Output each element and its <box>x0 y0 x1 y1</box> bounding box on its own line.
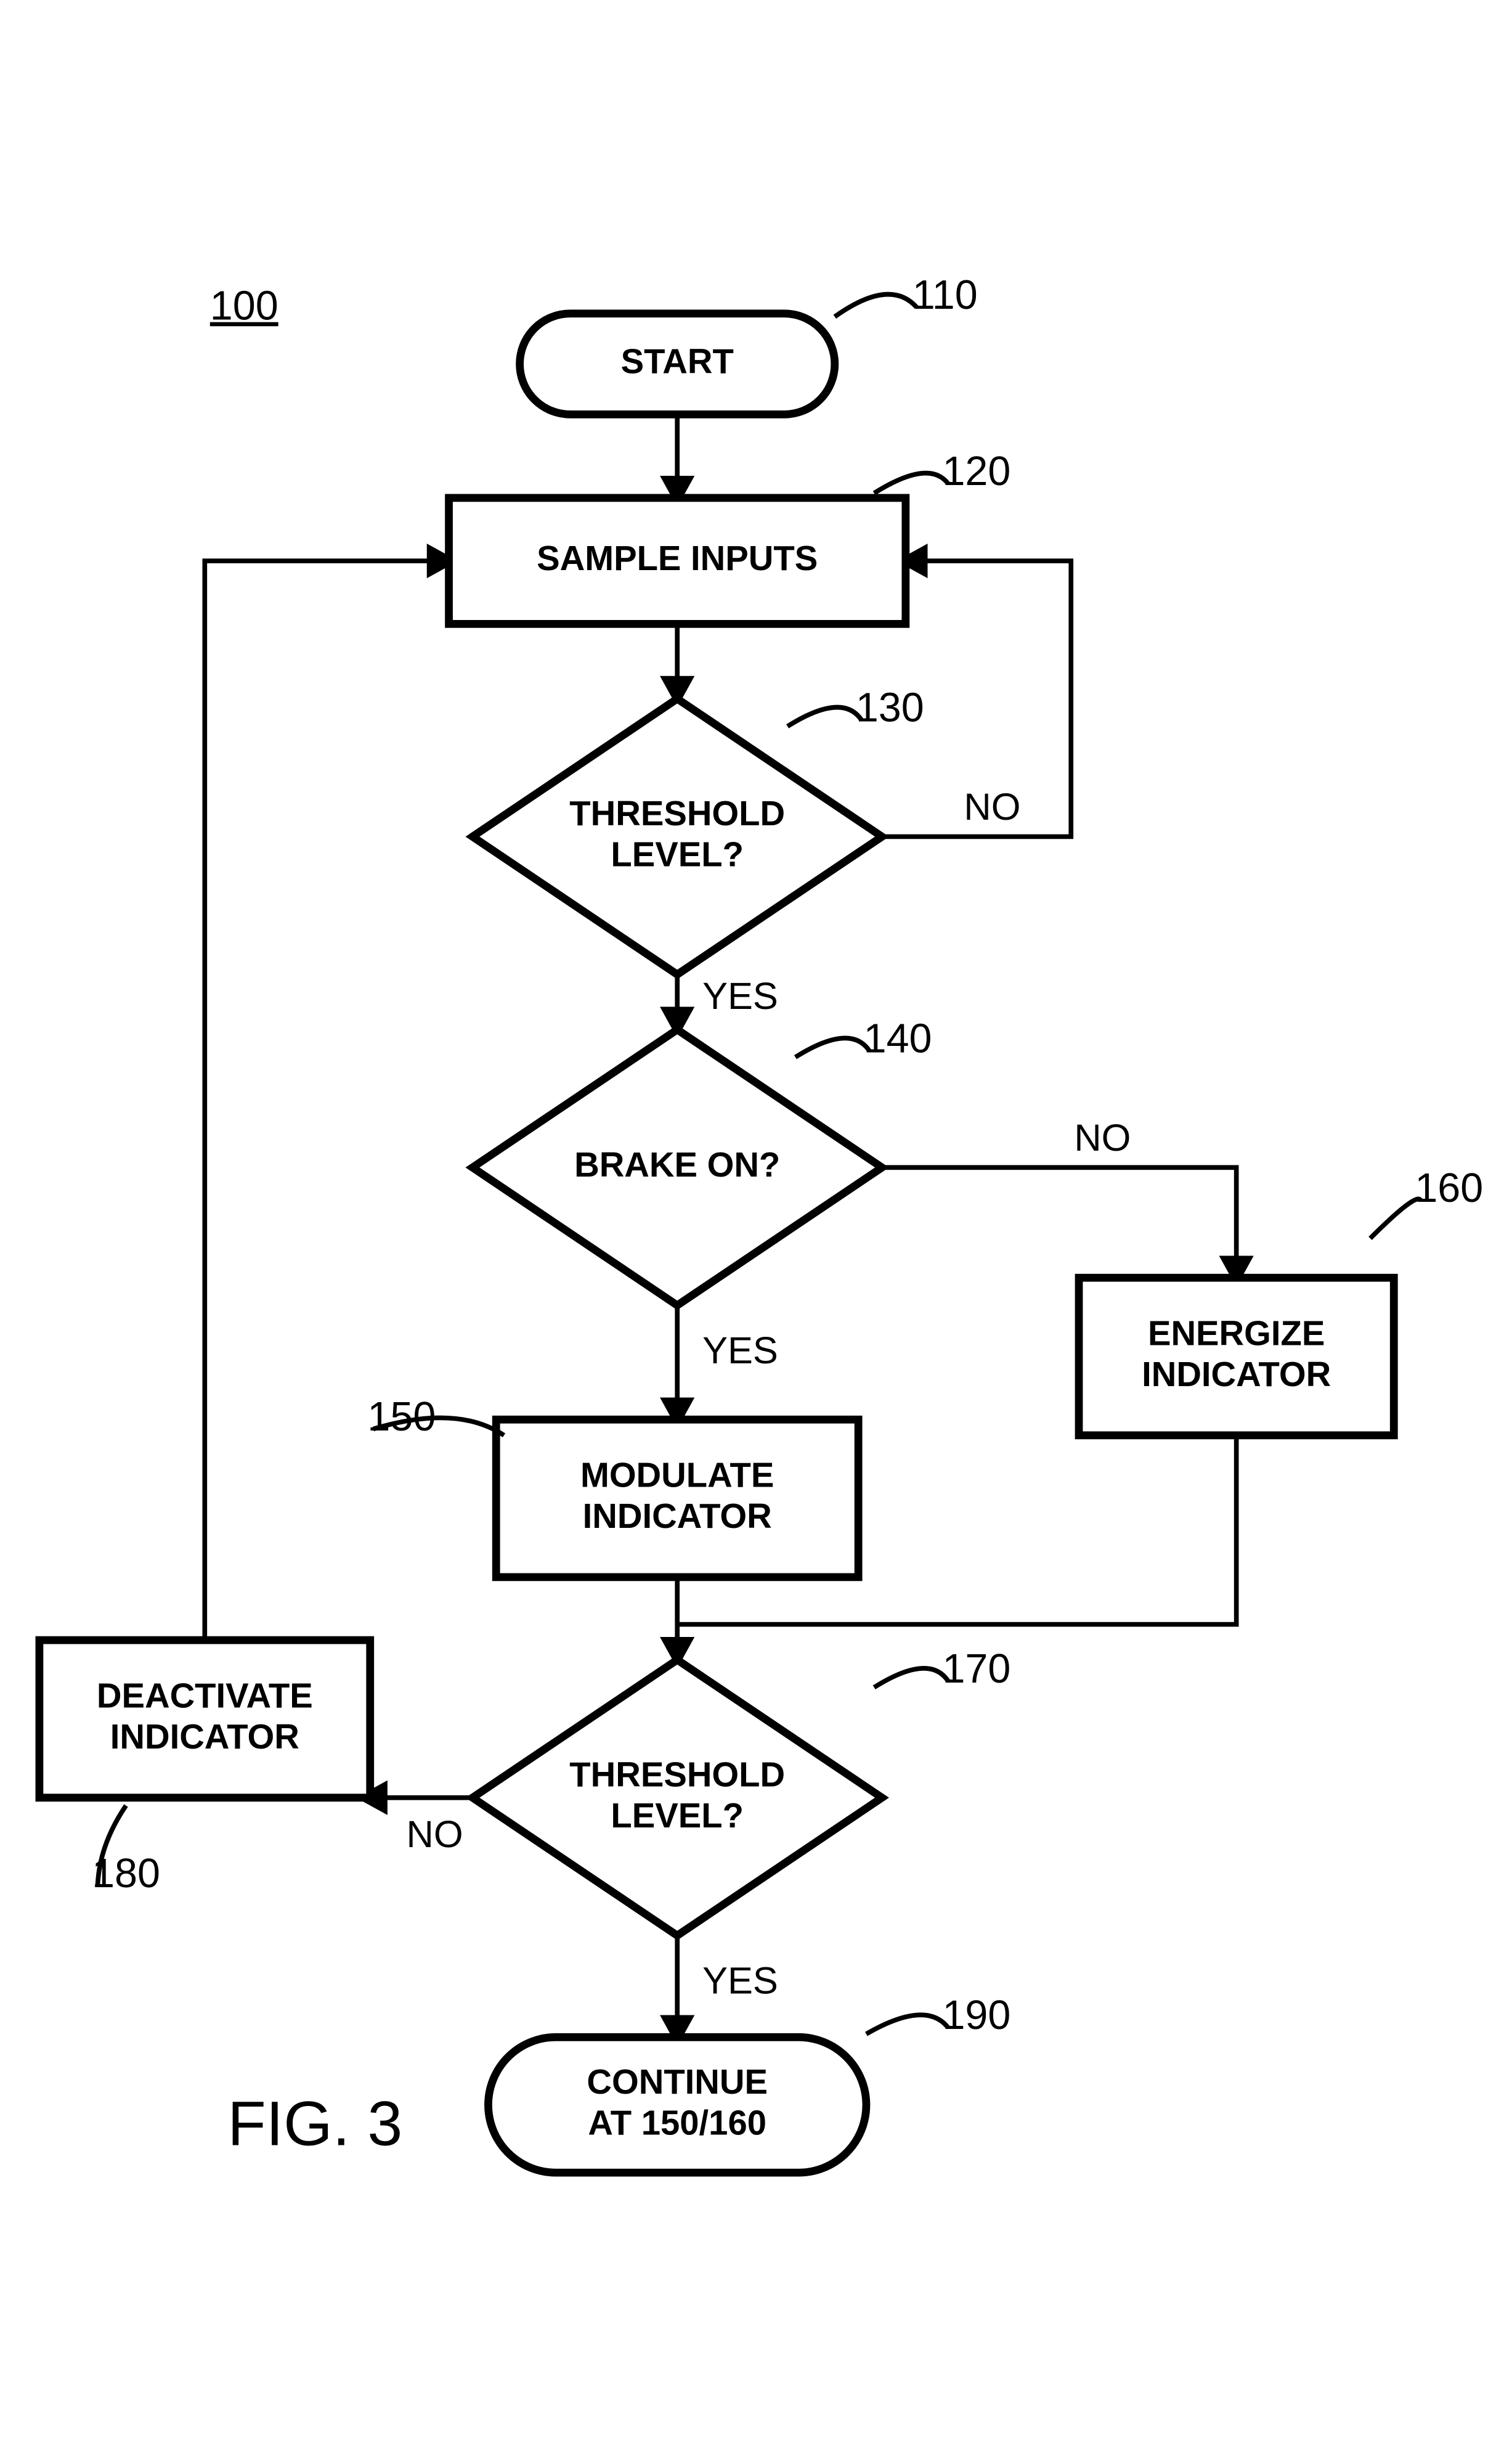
node-thr1: THRESHOLDLEVEL? <box>473 699 882 974</box>
node-label: LEVEL? <box>611 1796 744 1835</box>
edge-thr1-brake: YES <box>677 975 778 1022</box>
node-label: START <box>621 341 734 380</box>
edge-brake-mod: YES <box>677 1306 778 1413</box>
node-label: THRESHOLD <box>569 1755 785 1794</box>
refnum-140: 140 <box>795 1016 932 1061</box>
node-label: BRAKE ON? <box>574 1145 780 1184</box>
refnum-110: 110 <box>835 272 978 318</box>
node-start: START <box>520 314 835 415</box>
edge-label: NO <box>964 786 1020 828</box>
refnum-text: 110 <box>912 272 978 318</box>
figure-label: FIG. 3 <box>227 2088 402 2159</box>
edge-brake-energ: NO <box>882 1117 1237 1271</box>
refnum-text: 170 <box>942 1646 1010 1692</box>
node-thr2: THRESHOLDLEVEL? <box>473 1660 882 1935</box>
refnum-130: 130 <box>787 685 924 731</box>
refnum-text: 180 <box>92 1851 160 1896</box>
node-label: DEACTIVATE <box>97 1676 313 1715</box>
refnum-text: 150 <box>367 1394 436 1440</box>
edge-label: NO <box>407 1813 463 1856</box>
node-cont: CONTINUEAT 150/160 <box>488 2037 866 2173</box>
refnum-170: 170 <box>874 1646 1011 1692</box>
node-deact: DEACTIVATEINDICATOR <box>39 1640 370 1798</box>
refnum-text: 160 <box>1415 1165 1483 1211</box>
refnum-text: 120 <box>942 449 1010 494</box>
refnum-150: 150 <box>367 1394 504 1440</box>
edge-label: NO <box>1074 1117 1131 1159</box>
edge-thr2-cont: YES <box>677 1937 778 2031</box>
edge-label: YES <box>702 1329 778 1372</box>
node-label: INDICATOR <box>583 1496 772 1535</box>
node-label: CONTINUE <box>587 2062 768 2101</box>
node-label: MODULATE <box>580 1456 774 1495</box>
node-label: THRESHOLD <box>569 794 785 833</box>
edge-thr2-deact: NO <box>372 1798 473 1856</box>
node-sample: SAMPLE INPUTS <box>449 498 906 624</box>
node-energ: ENERGIZEINDICATOR <box>1079 1278 1394 1435</box>
edge-deact-sample <box>205 561 442 1640</box>
edge-label: YES <box>702 1960 778 2002</box>
node-label: ENERGIZE <box>1148 1314 1325 1353</box>
node-label: INDICATOR <box>1142 1355 1331 1394</box>
refnum-120: 120 <box>874 449 1011 494</box>
refnum-text: 130 <box>856 685 924 731</box>
refnum-text: 140 <box>864 1016 932 1061</box>
edge-label: YES <box>702 975 778 1018</box>
refnum-160: 160 <box>1370 1165 1483 1238</box>
node-label: SAMPLE INPUTS <box>537 539 818 577</box>
node-label: INDICATOR <box>110 1717 299 1756</box>
diagram-number: 100 <box>210 284 278 329</box>
node-mod: MODULATEINDICATOR <box>496 1419 858 1577</box>
refnum-text: 190 <box>942 1993 1010 2038</box>
node-brake: BRAKE ON? <box>473 1030 882 1305</box>
refnum-190: 190 <box>866 1993 1010 2038</box>
node-label: AT 150/160 <box>588 2103 766 2142</box>
refnum-180: 180 <box>92 1806 160 1897</box>
node-label: LEVEL? <box>611 835 744 873</box>
